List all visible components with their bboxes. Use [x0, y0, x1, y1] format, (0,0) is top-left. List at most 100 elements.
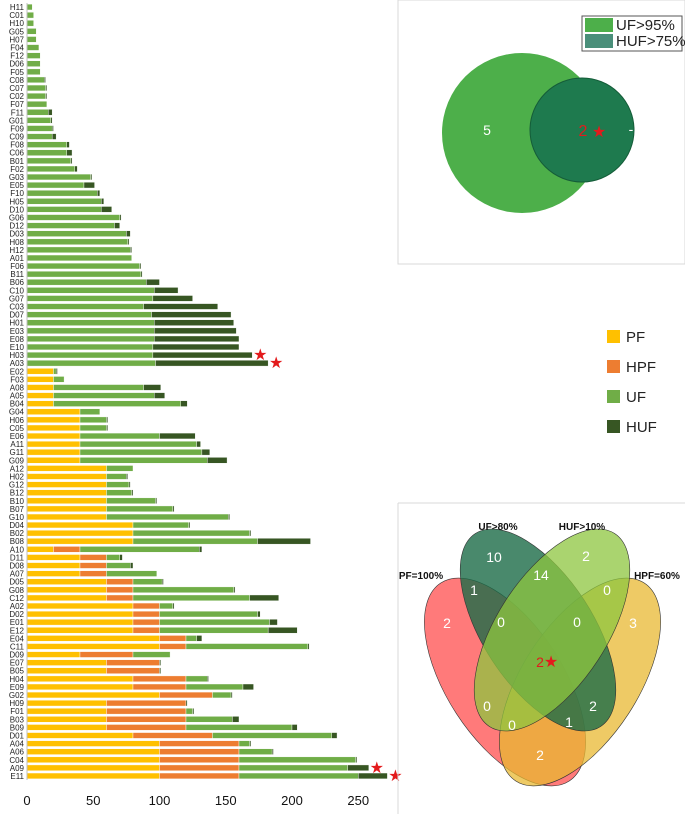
bar-segment-pf	[26, 513, 107, 521]
category-label: E05	[10, 181, 25, 190]
category-label: G06	[9, 213, 25, 222]
bar-segment-hpf	[106, 659, 160, 666]
venn2-title-huf: HUF>10%	[559, 522, 606, 533]
bar-segment-uf	[238, 740, 250, 747]
bar-segment-uf	[185, 635, 197, 642]
bar-segment-uf	[79, 432, 160, 440]
bar-segment-pf	[26, 619, 134, 626]
bar-segment-pf	[26, 449, 81, 456]
venn1-circle-huf	[529, 77, 635, 183]
venn2-all-star: ★	[544, 654, 558, 671]
bar-segment-pf	[26, 457, 81, 464]
category-label: D03	[9, 230, 24, 239]
venn2-region-uf_huf: 14	[533, 567, 549, 583]
bar-segment-pf	[26, 497, 107, 504]
bar-segment-huf	[152, 351, 253, 359]
category-label: A08	[10, 383, 25, 392]
bar-segment-pf	[26, 756, 160, 763]
category-label: G11	[9, 448, 24, 457]
venn1-legend-label-huf-text: HUF>75%	[616, 33, 685, 50]
bar-segment-uf	[26, 327, 155, 334]
category-label: D01	[9, 731, 24, 740]
bar-segment-huf	[119, 554, 123, 561]
legend-label-hpf: HPF	[626, 359, 656, 376]
bar-segment-uf	[26, 52, 41, 59]
category-label: B02	[10, 529, 25, 538]
category-label: E03	[10, 327, 25, 336]
category-label: E08	[10, 335, 25, 344]
bar-segment-huf	[106, 416, 109, 423]
bar-segment-huf	[55, 368, 58, 375]
bar-segment-uf	[53, 384, 144, 391]
bar-segment-uf	[79, 440, 197, 448]
bar-segment-huf	[355, 756, 358, 763]
bar-segment-pf	[26, 740, 160, 747]
bar-star-markers: ★ ★★ ★	[253, 347, 402, 785]
bar-segment-huf	[155, 360, 269, 367]
bar-segment-huf	[358, 772, 388, 780]
bar-segment-uf	[132, 578, 163, 585]
category-label: E11	[10, 772, 24, 781]
bar-segment-huf	[130, 562, 134, 569]
bar-segment-hpf	[79, 570, 107, 577]
bar-segment-huf	[161, 578, 164, 585]
category-label: E06	[10, 432, 25, 441]
bar-segment-uf	[26, 351, 154, 359]
venn1-region-overlap-star: ★	[592, 124, 606, 141]
bar-segment-hpf	[132, 619, 160, 626]
bar-segment-uf	[106, 570, 158, 577]
category-labels: H11C01H10G05H07F04F12D06F05C08C07C02F07F…	[9, 3, 25, 781]
bar-segment-pf	[26, 586, 107, 593]
bar-segment-huf	[143, 384, 162, 391]
category-label: B03	[10, 715, 25, 724]
bar-segment-pf	[26, 432, 81, 440]
bar-segment-hpf	[132, 675, 187, 682]
bar-segment-huf	[249, 594, 279, 602]
bar-star-marker: ★	[388, 768, 402, 785]
category-label: B01	[10, 157, 25, 166]
bar-segment-huf	[269, 619, 278, 626]
bar-segment-huf	[146, 279, 160, 286]
venn2-region-pf_huf_hpf: 0	[508, 717, 516, 733]
category-label: G01	[9, 116, 25, 125]
bar-segment-huf	[126, 473, 128, 480]
bar-segment-uf	[53, 376, 65, 383]
bar-segment-hpf	[106, 708, 187, 715]
bar-segment-pf	[26, 667, 107, 674]
bar-segment-pf	[26, 764, 160, 771]
legend-swatch-uf	[607, 390, 620, 403]
bar-segment-hpf	[79, 651, 134, 658]
category-label: H01	[9, 319, 24, 328]
category-label: D12	[9, 222, 24, 231]
bar-segment-pf	[26, 651, 81, 658]
bar-segment-huf	[44, 76, 46, 84]
category-label: H09	[9, 699, 24, 708]
venn1-legend: UF>95% 5 HUF>75%	[581, 15, 685, 52]
bar-segment-hpf	[159, 748, 240, 755]
category-label: A04	[10, 740, 25, 749]
bar-segment-uf	[26, 60, 41, 67]
bar-segment-hpf	[79, 554, 107, 561]
category-label: A03	[10, 359, 25, 368]
venn2-title-hpf: HPF=60%	[634, 571, 680, 582]
bar-segment-huf	[143, 303, 219, 310]
bar-segment-uf	[212, 691, 232, 699]
bar-segment-hpf	[159, 772, 240, 780]
x-tick-label: 150	[215, 793, 237, 808]
bar-segment-uf	[212, 732, 332, 739]
bar-segment-uf	[26, 28, 37, 35]
category-label: E09	[10, 683, 25, 692]
bar-segment-hpf	[132, 627, 160, 634]
bar-segment-uf	[26, 214, 120, 221]
venn2-region-uf_only: 10	[486, 549, 502, 565]
bar-star-marker: ★	[269, 355, 283, 372]
bar-segment-uf	[26, 117, 52, 124]
category-label: C07	[9, 84, 24, 93]
category-label: B06	[10, 278, 25, 287]
category-label: C01	[9, 11, 24, 20]
bar-segment-uf	[106, 465, 134, 472]
bar-segment-huf	[188, 521, 191, 529]
category-label: E12	[10, 626, 25, 635]
category-label: F08	[10, 141, 24, 150]
bar-segment-pf	[26, 748, 160, 755]
